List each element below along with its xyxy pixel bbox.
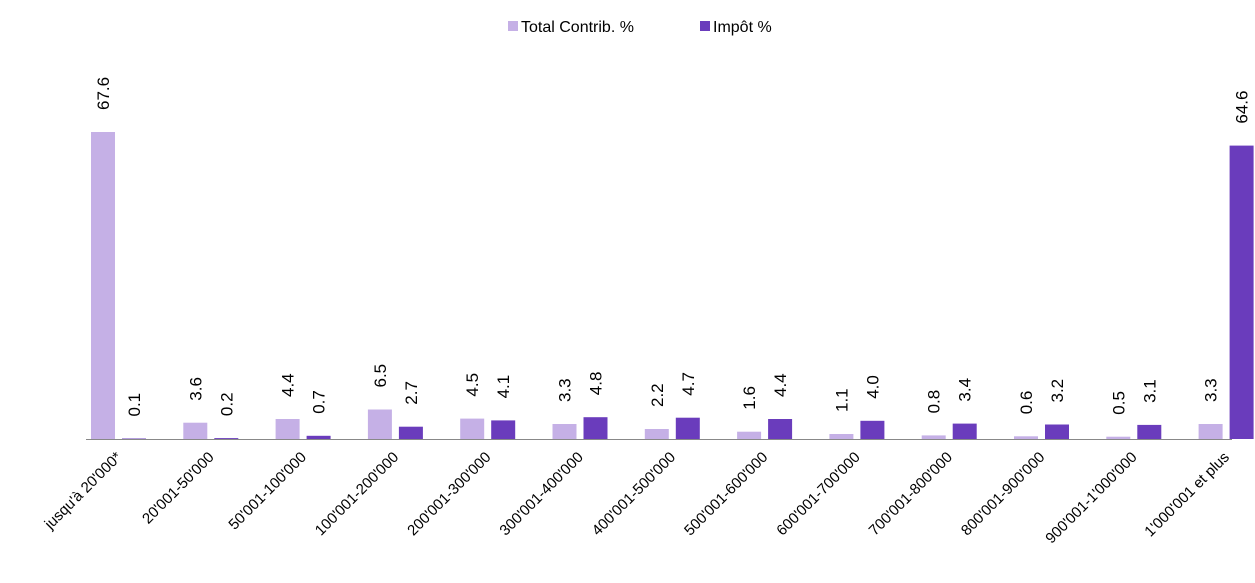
- data-label-total-contrib-7: 1.6: [740, 386, 759, 410]
- bar-imp-t-10: [1045, 424, 1069, 439]
- x-tick-label-4: 200'001-300'000: [404, 449, 494, 539]
- x-tick-label-3: 100'001-200'000: [312, 449, 402, 539]
- bar-total-contrib-0: [91, 132, 115, 439]
- bar-total-contrib-6: [644, 429, 669, 439]
- data-label-total-contrib-9: 0.8: [925, 390, 944, 414]
- data-label-imp-t-1: 0.2: [217, 392, 236, 416]
- data-label-imp-t-8: 4.0: [863, 375, 882, 399]
- bar-imp-t-6: [675, 417, 700, 439]
- bar-imp-t-12: [1229, 145, 1254, 439]
- bar-total-contrib-4: [460, 418, 485, 439]
- bar-total-contrib-11: [1106, 436, 1131, 439]
- x-tick-label-11: 900'001-1'000'000: [1042, 449, 1140, 547]
- bar-total-contrib-2: [275, 419, 300, 439]
- bar-total-contrib-12: [1198, 424, 1223, 439]
- bar-imp-t-2: [306, 435, 331, 439]
- data-label-total-contrib-3: 6.5: [371, 364, 390, 388]
- x-tick-label-8: 600'001-700'000: [773, 449, 863, 539]
- data-label-total-contrib-12: 3.3: [1202, 378, 1221, 402]
- data-label-total-contrib-10: 0.6: [1017, 391, 1036, 415]
- data-label-imp-t-4: 4.1: [494, 375, 513, 399]
- data-label-total-contrib-6: 2.2: [648, 383, 667, 407]
- data-label-total-contrib-2: 4.4: [279, 373, 298, 397]
- legend-swatch-total-contrib: [508, 21, 518, 31]
- bar-total-contrib-8: [829, 434, 854, 439]
- x-tick-label-1: 20'001-50'000: [139, 449, 218, 528]
- bar-total-contrib-9: [921, 435, 946, 439]
- bar-total-contrib-5: [552, 424, 577, 439]
- x-tick-label-7: 500'001-600'000: [681, 449, 771, 539]
- data-label-imp-t-12: 64.6: [1233, 91, 1252, 124]
- bar-imp-t-0: [122, 438, 146, 439]
- data-label-total-contrib-0: 67.6: [94, 77, 113, 110]
- x-tick-label-9: 700'001-800'000: [866, 449, 956, 539]
- bar-imp-t-3: [398, 426, 423, 439]
- bars-layer: [91, 132, 1254, 439]
- x-tick-label-12: 1'000'001 et plus: [1141, 449, 1233, 541]
- data-label-imp-t-3: 2.7: [402, 381, 421, 405]
- data-label-imp-t-0: 0.1: [125, 393, 144, 417]
- x-tick-labels: jusqu'à 20'000* 20'001-50'000 50'001-100'0…: [41, 449, 1233, 547]
- legend-label-impot: Impôt %: [713, 19, 772, 36]
- data-label-imp-t-9: 3.4: [956, 378, 975, 402]
- bar-imp-t-4: [491, 420, 516, 439]
- x-tick-label-0: jusqu'à 20'000*: [41, 449, 126, 534]
- data-label-total-contrib-11: 0.5: [1109, 391, 1128, 415]
- bar-total-contrib-1: [183, 422, 208, 439]
- bar-imp-t-1: [214, 438, 239, 439]
- legend: Total Contrib. % Impôt %: [508, 19, 772, 36]
- x-tick-label-5: 300'001-400'000: [496, 449, 586, 539]
- bar-total-contrib-3: [367, 409, 392, 439]
- x-tick-label-6: 400'001-500'000: [589, 449, 679, 539]
- bar-imp-t-5: [583, 417, 608, 439]
- data-label-imp-t-10: 3.2: [1048, 379, 1067, 403]
- data-label-imp-t-6: 4.7: [679, 372, 698, 396]
- legend-label-total-contrib: Total Contrib. %: [521, 19, 634, 36]
- bar-total-contrib-7: [737, 431, 762, 439]
- x-tick-label-2: 50'001-100'000: [225, 449, 309, 533]
- data-label-total-contrib-1: 3.6: [186, 377, 205, 401]
- data-label-total-contrib-4: 4.5: [463, 373, 482, 397]
- data-label-imp-t-11: 3.1: [1140, 379, 1159, 403]
- bar-imp-t-11: [1137, 424, 1162, 439]
- data-label-total-contrib-5: 3.3: [556, 378, 575, 402]
- bar-imp-t-9: [952, 423, 977, 439]
- bar-total-contrib-10: [1014, 436, 1038, 439]
- data-label-imp-t-2: 0.7: [310, 390, 329, 414]
- bar-imp-t-7: [768, 419, 793, 439]
- data-label-total-contrib-8: 1.1: [832, 388, 851, 412]
- data-label-imp-t-5: 4.8: [587, 372, 606, 396]
- x-tick-label-10: 800'001-900'000: [958, 449, 1048, 539]
- data-label-imp-t-7: 4.4: [771, 373, 790, 397]
- legend-swatch-impot: [700, 21, 710, 31]
- bar-imp-t-8: [860, 420, 885, 439]
- data-labels-layer: 67.6 0.1 3.6 0.2 4.4 0.7 6.5 2.7 4.5 4.1 3.3 4.8 2.2…: [94, 77, 1252, 417]
